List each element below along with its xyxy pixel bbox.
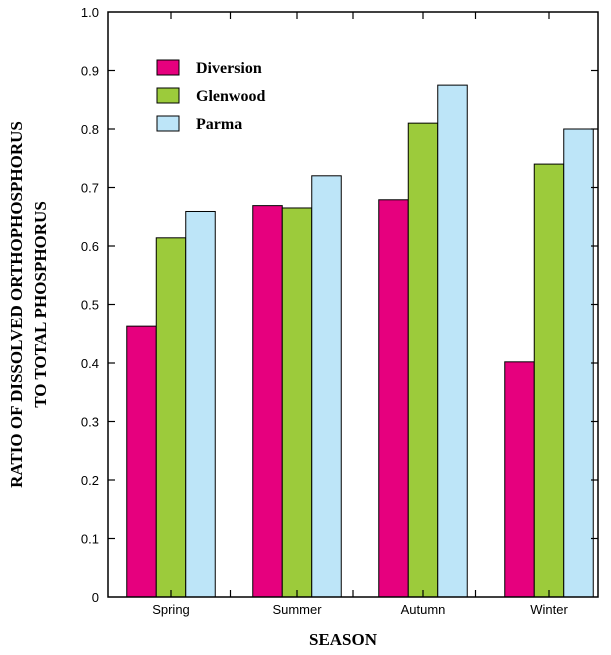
y-tick-label: 0.1 <box>81 532 99 547</box>
legend-label-glenwood: Glenwood <box>196 88 265 105</box>
y-tick-label: 0.7 <box>81 181 99 196</box>
x-axis-title: SEASON <box>309 630 378 649</box>
x-tick-label-winter: Winter <box>530 602 568 617</box>
y-tick-label: 0.2 <box>81 473 99 488</box>
y-tick-label: 1.0 <box>81 5 99 20</box>
legend-swatch-glenwood <box>156 87 180 104</box>
bar-diversion-autumn <box>378 199 409 598</box>
legend-label-parma: Parma <box>196 116 242 133</box>
bar-glenwood-winter <box>533 163 565 598</box>
bar-glenwood-spring <box>155 237 187 598</box>
bar-parma-winter <box>563 128 594 598</box>
y-tick-label: 0.5 <box>81 298 99 313</box>
bar-glenwood-summer <box>281 207 313 598</box>
bar-diversion-winter <box>504 361 535 598</box>
bar-diversion-summer <box>252 205 283 598</box>
y-tick-label: 0 <box>92 590 99 605</box>
bars-layer <box>126 84 594 598</box>
legend-label-diversion: Diversion <box>196 60 262 77</box>
bar-diversion-spring <box>126 325 157 598</box>
y-tick-label: 0.4 <box>81 356 99 371</box>
x-tick-label-summer: Summer <box>272 602 322 617</box>
y-axis-title-line2: TO TOTAL PHOSPHORUS <box>31 201 50 408</box>
x-tick-label-spring: Spring <box>152 602 190 617</box>
y-axis-title-line1: RATIO OF DISSOLVED ORTHOPHOSPHORUS <box>7 121 26 488</box>
legend: Diversion Glenwood Parma <box>156 59 265 133</box>
bar-glenwood-autumn <box>407 122 439 598</box>
y-tick-label: 0.8 <box>81 122 99 137</box>
x-tick-label-autumn: Autumn <box>401 602 446 617</box>
legend-swatch-diversion <box>156 59 180 76</box>
ticks-layer: 0 0.1 0.2 0.3 0.4 0.5 0.6 0.7 0.8 0.9 1.0 Spring Sum… <box>81 5 598 617</box>
y-tick-label: 0.9 <box>81 64 99 79</box>
bar-parma-spring <box>185 210 216 598</box>
y-tick-label: 0.3 <box>81 415 99 430</box>
bar-parma-autumn <box>437 84 468 598</box>
bar-parma-summer <box>311 175 342 598</box>
y-tick-label: 0.6 <box>81 239 99 254</box>
legend-swatch-parma <box>156 115 180 132</box>
